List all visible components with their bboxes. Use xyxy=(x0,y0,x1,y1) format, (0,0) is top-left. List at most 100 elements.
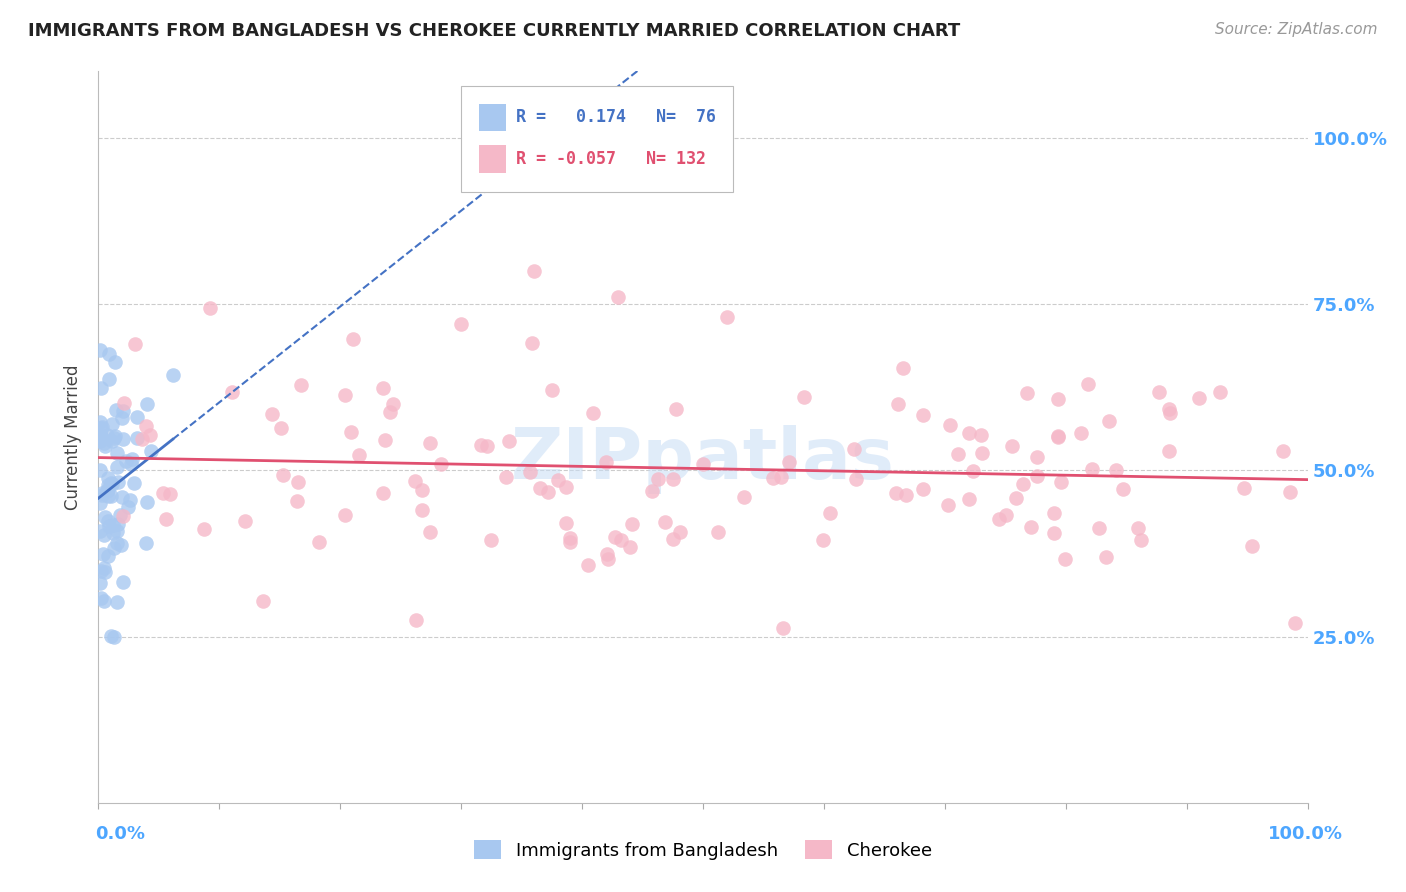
Point xyxy=(692,457,714,471)
Point xyxy=(139,428,162,442)
Point xyxy=(770,470,793,484)
Point xyxy=(813,533,835,547)
Point xyxy=(105,402,128,417)
Point xyxy=(340,425,363,440)
Point xyxy=(475,440,498,454)
Point xyxy=(97,549,120,563)
Point xyxy=(107,446,129,460)
Point xyxy=(1047,429,1070,443)
Point xyxy=(842,442,865,456)
Point xyxy=(520,336,543,351)
Point xyxy=(957,426,980,441)
Point xyxy=(429,457,451,471)
Point xyxy=(498,434,520,448)
Point xyxy=(957,492,980,507)
Point xyxy=(252,594,274,608)
Point xyxy=(706,525,728,540)
Point xyxy=(912,482,935,496)
Point xyxy=(112,432,135,446)
Point xyxy=(1017,386,1039,401)
Point xyxy=(581,406,603,420)
Point xyxy=(1240,539,1263,553)
Point xyxy=(90,421,112,435)
Point xyxy=(93,565,115,579)
Point xyxy=(90,429,112,443)
Text: R =   0.174   N=  76: R = 0.174 N= 76 xyxy=(516,109,716,127)
Point xyxy=(91,547,114,561)
Point xyxy=(285,493,308,508)
Point xyxy=(97,514,120,528)
Point xyxy=(89,434,111,449)
Point xyxy=(1025,468,1047,483)
Point xyxy=(273,468,295,483)
Point xyxy=(342,332,364,346)
Point xyxy=(103,631,125,645)
Point xyxy=(125,410,148,425)
Point xyxy=(495,470,517,484)
Point xyxy=(1159,406,1181,420)
Point xyxy=(404,474,426,488)
Point xyxy=(1005,491,1028,505)
Point xyxy=(221,384,243,399)
Point xyxy=(120,457,142,471)
Point xyxy=(135,397,157,411)
Point xyxy=(374,433,396,447)
Point xyxy=(381,397,404,411)
Point xyxy=(111,490,134,504)
Point xyxy=(596,551,619,566)
Point xyxy=(762,471,785,485)
Point xyxy=(1080,462,1102,476)
Point xyxy=(962,464,984,478)
Point xyxy=(1105,463,1128,477)
Point xyxy=(519,465,541,479)
Point xyxy=(91,488,114,502)
Point xyxy=(93,594,115,608)
Point xyxy=(541,384,564,398)
Point xyxy=(98,347,121,361)
Point xyxy=(1070,425,1092,440)
Point xyxy=(662,472,685,486)
Point xyxy=(371,486,394,500)
Text: R = -0.057   N= 132: R = -0.057 N= 132 xyxy=(516,150,706,168)
Point xyxy=(911,408,934,422)
Point xyxy=(90,428,112,442)
Point xyxy=(139,443,162,458)
Point xyxy=(107,517,129,532)
Point xyxy=(547,473,569,487)
Point xyxy=(105,524,128,539)
Point xyxy=(122,476,145,491)
Point xyxy=(97,478,120,492)
Point xyxy=(470,438,492,452)
Point xyxy=(120,493,142,508)
Point xyxy=(662,532,685,546)
Point xyxy=(152,486,174,500)
Point xyxy=(94,439,117,453)
Point xyxy=(665,401,688,416)
Point xyxy=(1054,551,1077,566)
Point xyxy=(1088,521,1111,535)
Point xyxy=(523,264,546,278)
Point xyxy=(1043,525,1066,540)
Point xyxy=(90,381,112,395)
Point xyxy=(969,428,991,442)
Point xyxy=(1278,485,1301,500)
Point xyxy=(1271,444,1294,458)
Point xyxy=(105,536,128,550)
Point xyxy=(270,421,292,435)
Point xyxy=(619,540,641,554)
Point xyxy=(333,388,356,402)
Point xyxy=(124,336,146,351)
Point xyxy=(111,404,134,418)
Point xyxy=(121,451,143,466)
Point xyxy=(98,519,121,533)
Point xyxy=(100,629,122,643)
Point xyxy=(89,463,111,477)
Point xyxy=(537,484,560,499)
Point xyxy=(641,483,664,498)
Point xyxy=(104,355,127,369)
Point xyxy=(595,455,617,469)
Point xyxy=(1001,439,1024,453)
Point xyxy=(419,525,441,540)
Point xyxy=(1095,549,1118,564)
Y-axis label: Currently Married: Currently Married xyxy=(65,364,83,510)
